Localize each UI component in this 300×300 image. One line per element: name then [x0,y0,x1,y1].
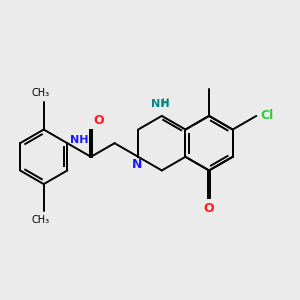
Text: H: H [162,98,169,108]
Text: O: O [204,202,214,215]
Text: Cl: Cl [260,110,274,122]
Text: NH: NH [151,99,170,109]
Text: CH₃: CH₃ [32,88,50,98]
Text: NH: NH [70,134,88,145]
Text: N: N [132,158,142,171]
Text: CH₃: CH₃ [32,215,50,226]
Text: O: O [94,114,104,127]
